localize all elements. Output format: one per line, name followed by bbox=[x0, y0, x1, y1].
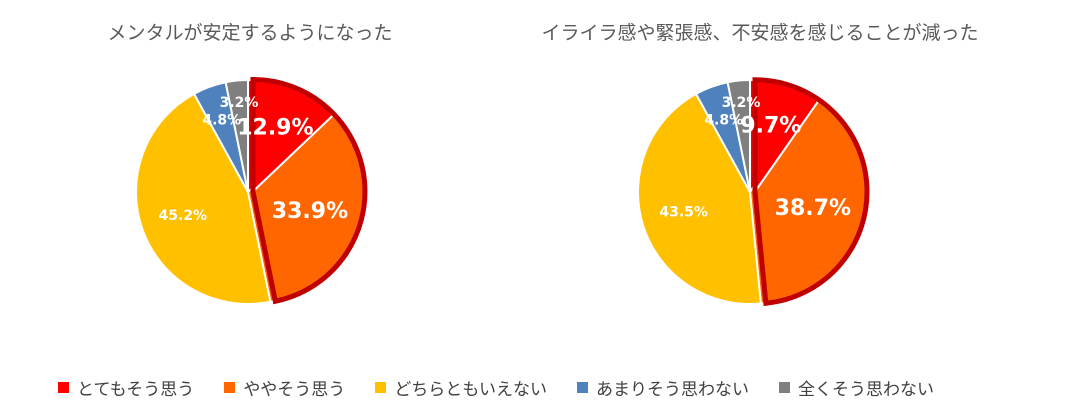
legend-swatch bbox=[58, 381, 69, 393]
legend-swatch bbox=[576, 381, 588, 393]
data-label-neutral: 43.5% bbox=[659, 205, 708, 221]
data-label-very-much: 12.9% bbox=[237, 116, 313, 141]
data-label-somewhat: 33.9% bbox=[272, 199, 348, 224]
data-label-not-much: 4.8% bbox=[202, 113, 241, 129]
pie-slice-not-at-all bbox=[726, 78, 751, 193]
legend-item-not-at-all: 全くそう思わない bbox=[778, 375, 934, 400]
data-label-neutral: 45.2% bbox=[159, 208, 208, 224]
legend-item-somewhat: ややそう思う bbox=[224, 375, 345, 400]
pie-slice-not-at-all bbox=[224, 78, 249, 193]
pie-slice-neutral bbox=[134, 92, 272, 305]
highlight-outline bbox=[250, 76, 368, 305]
highlighted-slice-group bbox=[250, 76, 368, 305]
highlighted-slice-group bbox=[752, 77, 870, 306]
legend-item-neutral: どちらともいえない bbox=[375, 375, 547, 400]
legend-swatch bbox=[375, 381, 387, 393]
legend-label: どちらともいえない bbox=[394, 379, 547, 400]
legend-label: 全くそう思わない bbox=[797, 379, 934, 400]
legend-label: とてもそう思う bbox=[77, 379, 195, 400]
legend: とてもそう思う ややそう思う どちらともいえない あまりそう思わない 全くそう思… bbox=[58, 374, 1058, 400]
data-label-very-much: 9.7% bbox=[740, 113, 801, 138]
pie-slice-neutral bbox=[637, 92, 762, 305]
chart-title-mental-stability: メンタルが安定するようになった bbox=[107, 22, 393, 44]
data-label-not-much: 4.8% bbox=[704, 113, 743, 129]
data-label-somewhat: 38.7% bbox=[775, 196, 851, 221]
legend-label: あまりそう思わない bbox=[595, 379, 749, 400]
highlight-outline bbox=[752, 77, 870, 306]
legend-swatch bbox=[778, 381, 790, 393]
chart-title-stress-reduction: イライラ感や緊張感、不安感を感じることが減った bbox=[541, 22, 979, 44]
data-label-not-at-all: 3.2% bbox=[722, 95, 761, 111]
legend-item-not-much: あまりそう思わない bbox=[576, 375, 749, 400]
legend-swatch bbox=[224, 381, 236, 393]
pie-chart-mental-stability: 12.9% 33.9% 45.2% 4.8% 3.2% bbox=[134, 76, 368, 305]
legend-item-very-much: とてもそう思う bbox=[58, 375, 194, 400]
legend-label: ややそう思う bbox=[243, 379, 346, 400]
pie-chart-stress-reduction: 9.7% 38.7% 43.5% 4.8% 3.2% bbox=[637, 77, 870, 306]
data-label-not-at-all: 3.2% bbox=[220, 95, 259, 111]
